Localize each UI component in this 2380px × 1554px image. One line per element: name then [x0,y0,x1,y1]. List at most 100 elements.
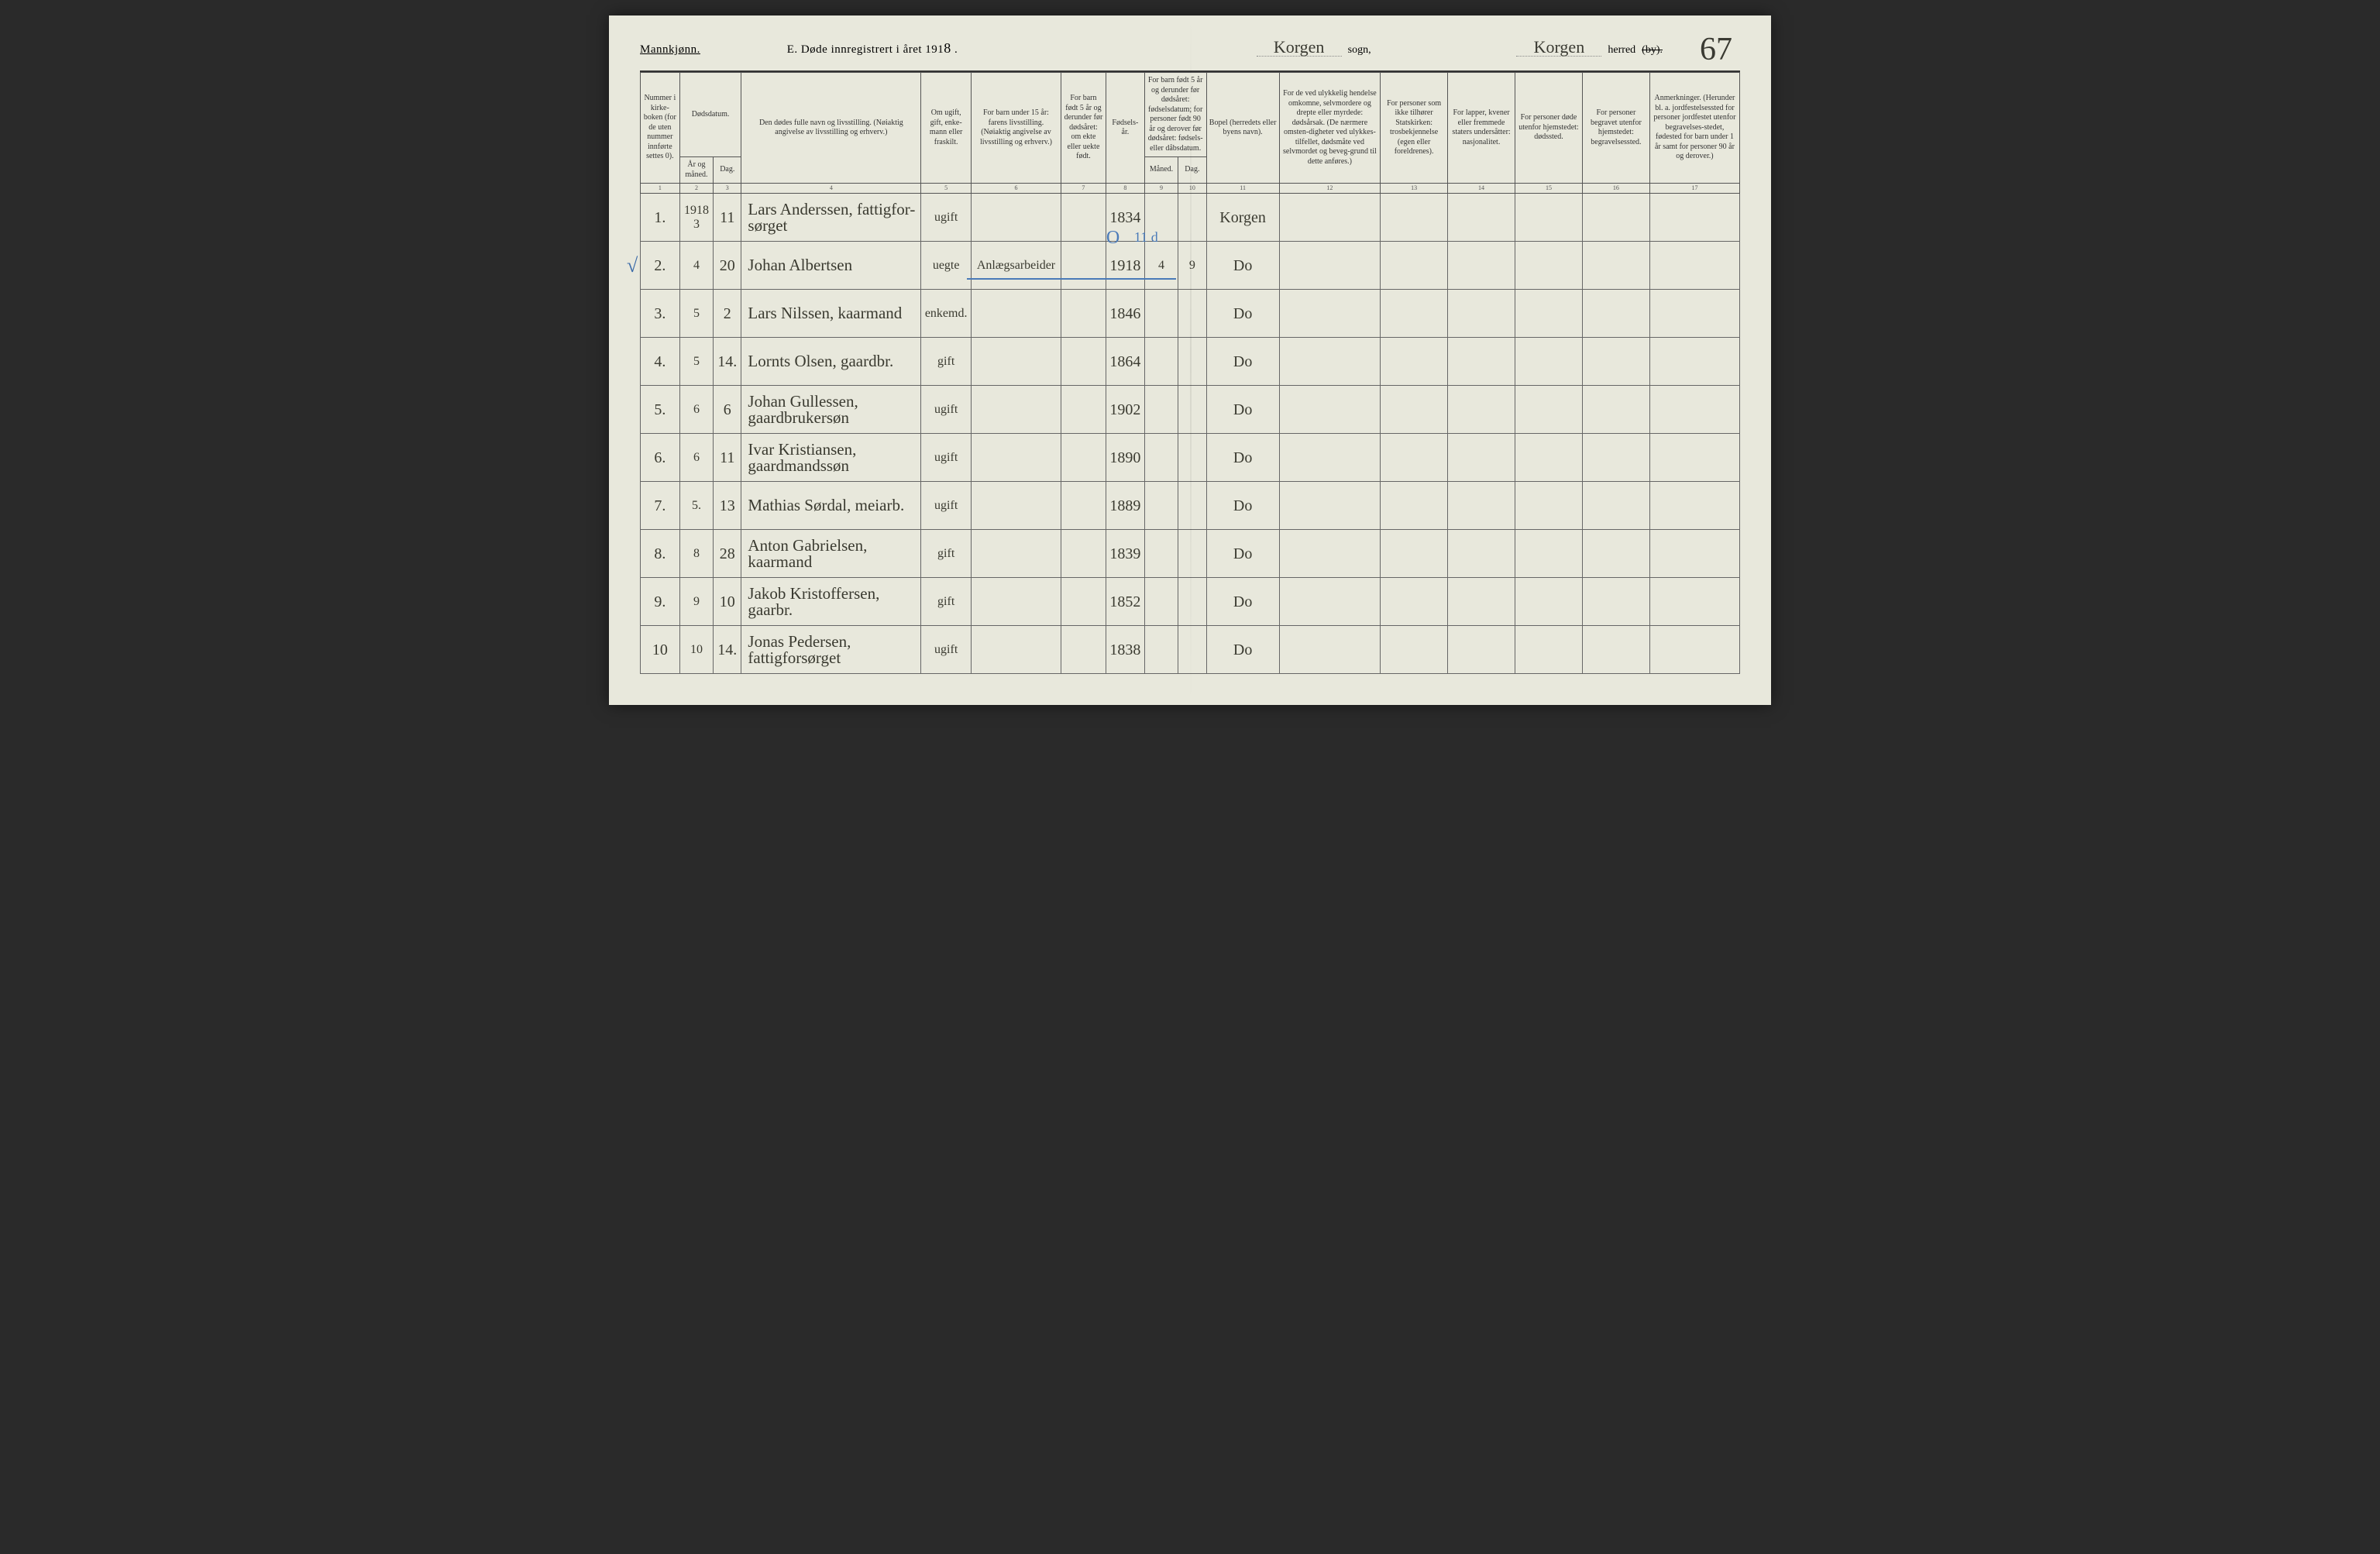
table-cell: 28 [714,530,741,578]
cell-value: 8 [693,547,700,560]
cell-value: 1852 [1109,593,1140,610]
table-row: 4.514.Lornts Olsen, gaardbr.gift1864Do [641,338,1740,386]
cell-value: enkemd. [925,307,968,320]
table-cell: 7. [641,482,680,530]
cell-value: 20 [720,257,735,274]
table-cell: 10 [641,626,680,674]
table-cell [972,338,1061,386]
table-cell [1649,290,1739,338]
table-cell: 2 [714,290,741,338]
table-cell: enkemd. [921,290,972,338]
table-cell: 5 [679,338,713,386]
table-row: 9.910Jakob Kristoffersen, gaarbr.gift185… [641,578,1740,626]
table-cell: 8 [679,530,713,578]
table-cell: 4 [1144,242,1178,290]
table-cell [972,530,1061,578]
table-cell [1515,434,1583,482]
cell-value: Lars Anderssen, fattigfor-sørget [748,200,915,235]
cell-value: 1834 [1109,209,1140,226]
table-cell [1061,338,1106,386]
cell-value: 1864 [1109,353,1140,370]
cell-value: 13 [720,497,735,514]
table-cell: gift [921,578,972,626]
cell-value: Do [1233,593,1252,610]
sogn-label: sogn, [1348,44,1371,57]
blue-underline [967,278,1176,280]
table-cell: 1890 [1106,434,1144,482]
cell-value: 1902 [1109,401,1140,418]
page-title: E. Døde innregistrert i året 1918 . [748,40,996,57]
col-header: For personer begravet utenfor hjemstedet… [1582,73,1649,184]
table-cell [1448,290,1515,338]
col-header: Anmerkninger. (Herunder bl. a. jordfeste… [1649,73,1739,184]
table-cell [1279,242,1380,290]
table-cell: 6 [679,386,713,434]
table-cell: Lars Anderssen, fattigfor-sørget [741,194,921,242]
table-cell: Ivar Kristiansen, gaardmandssøn [741,434,921,482]
col-header: For de ved ulykkelig hendelse omkomne, s… [1279,73,1380,184]
table-cell [1381,242,1448,290]
table-cell [1381,434,1448,482]
table-cell [1448,578,1515,626]
table-cell [1582,290,1649,338]
table-cell [1178,434,1206,482]
table-cell [1061,530,1106,578]
cell-value: 1890 [1109,449,1140,466]
cell-value: ugift [934,211,958,224]
col-number: 1 [641,184,680,194]
table-cell: Do [1206,578,1279,626]
col-number: 17 [1649,184,1739,194]
cell-value: Jakob Kristoffersen, gaarbr. [748,584,879,619]
table-cell: 4 [679,242,713,290]
cell-value: 1918 [1109,257,1140,274]
table-cell [1381,626,1448,674]
cell-value: Jonas Pedersen, fattigforsørget [748,632,851,667]
cell-value: 10 [690,643,703,656]
table-cell [1515,386,1583,434]
col-number: 5 [921,184,972,194]
table-cell [1582,434,1649,482]
page-number: 67 [1700,31,1732,68]
table-cell: 8. [641,530,680,578]
table-cell: Do [1206,338,1279,386]
table-head: Nummer i kirke-boken (for de uten nummer… [641,73,1740,194]
table-cell [972,290,1061,338]
col-subheader: År og måned. [679,157,713,184]
herred-by-struck: (by). [1642,44,1663,57]
cell-value: 2 [724,305,731,322]
blue-annotation-o: O [1106,228,1119,249]
cell-value: Do [1233,353,1252,370]
table-cell [1649,626,1739,674]
table-cell [972,578,1061,626]
table-cell: Do [1206,242,1279,290]
col-header: Nummer i kirke-boken (for de uten nummer… [641,73,680,184]
cell-value: 5 [693,307,700,320]
title-period: . [954,43,958,56]
table-cell [1144,434,1178,482]
table-cell [1279,290,1380,338]
table-cell: 5 [679,290,713,338]
col-header: For barn født 5 år og derunder før dødså… [1061,73,1106,184]
cell-value: 1839 [1109,545,1140,562]
cell-value: 6. [654,449,666,466]
col-header: For barn under 15 år: farens livsstillin… [972,73,1061,184]
table-cell: Jonas Pedersen, fattigforsørget [741,626,921,674]
table-cell [1144,578,1178,626]
table-row: 6.611Ivar Kristiansen, gaardmandssønugif… [641,434,1740,482]
table-cell [1279,530,1380,578]
table-cell [1381,194,1448,242]
table-cell [1515,626,1583,674]
cell-value: 5. [692,499,701,512]
cell-value: ugift [934,643,958,656]
sogn-field: Korgen sogn, [1257,39,1371,57]
table-cell [1178,338,1206,386]
table-cell [1178,578,1206,626]
table-cell: 4. [641,338,680,386]
col-number: 6 [972,184,1061,194]
cell-value: 7. [654,497,666,514]
table-cell: Do [1206,626,1279,674]
table-cell [1279,338,1380,386]
table-cell [1061,434,1106,482]
table-cell [1144,386,1178,434]
herred-field: Korgen herred (by). [1516,39,1663,57]
